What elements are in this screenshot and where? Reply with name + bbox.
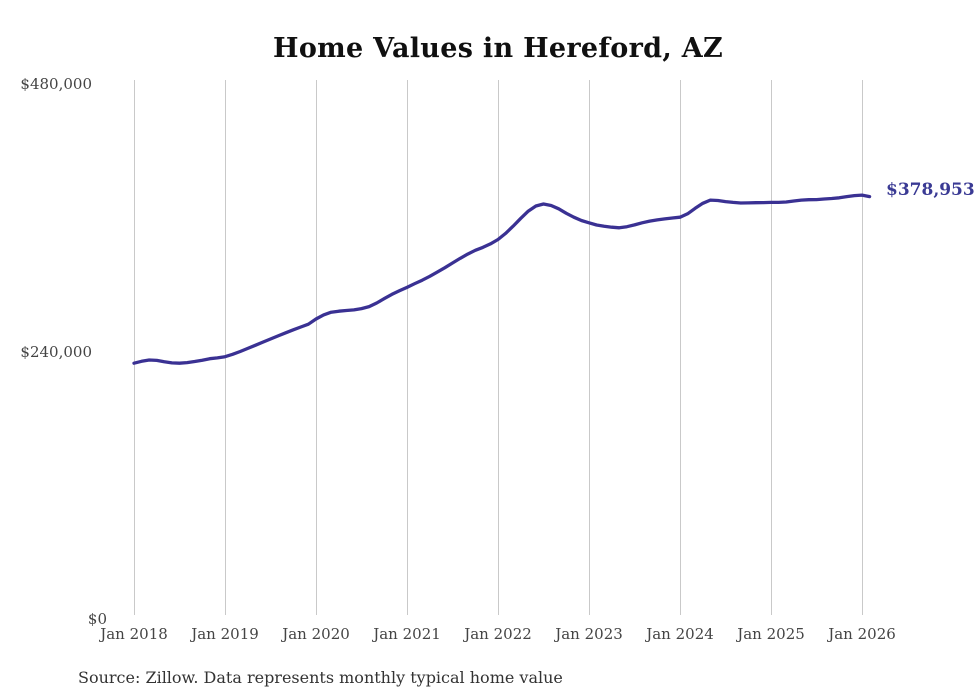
x-tick-label: Jan 2023 (555, 625, 623, 643)
x-tick-label: Jan 2020 (282, 625, 350, 643)
home-value-line (132, 193, 872, 365)
x-tick-label: Jan 2024 (646, 625, 714, 643)
x-tick-label: Jan 2021 (373, 625, 441, 643)
chart-title: Home Values in Hereford, AZ (273, 33, 723, 64)
y-tick-label: $480,000 (20, 75, 92, 93)
current-value-label: $378,953 (886, 180, 975, 200)
x-tick-label: Jan 2025 (737, 625, 805, 643)
y-tick-label: $240,000 (20, 342, 92, 361)
source-note: Source: Zillow. Data represents monthly … (78, 668, 563, 687)
x-tick-label: Jan 2026 (828, 625, 896, 643)
x-tick-label: Jan 2018 (100, 625, 168, 643)
x-tick-label: Jan 2019 (191, 625, 259, 643)
x-tick-label: Jan 2022 (464, 625, 532, 643)
y-tick-label: $0 (87, 610, 107, 628)
